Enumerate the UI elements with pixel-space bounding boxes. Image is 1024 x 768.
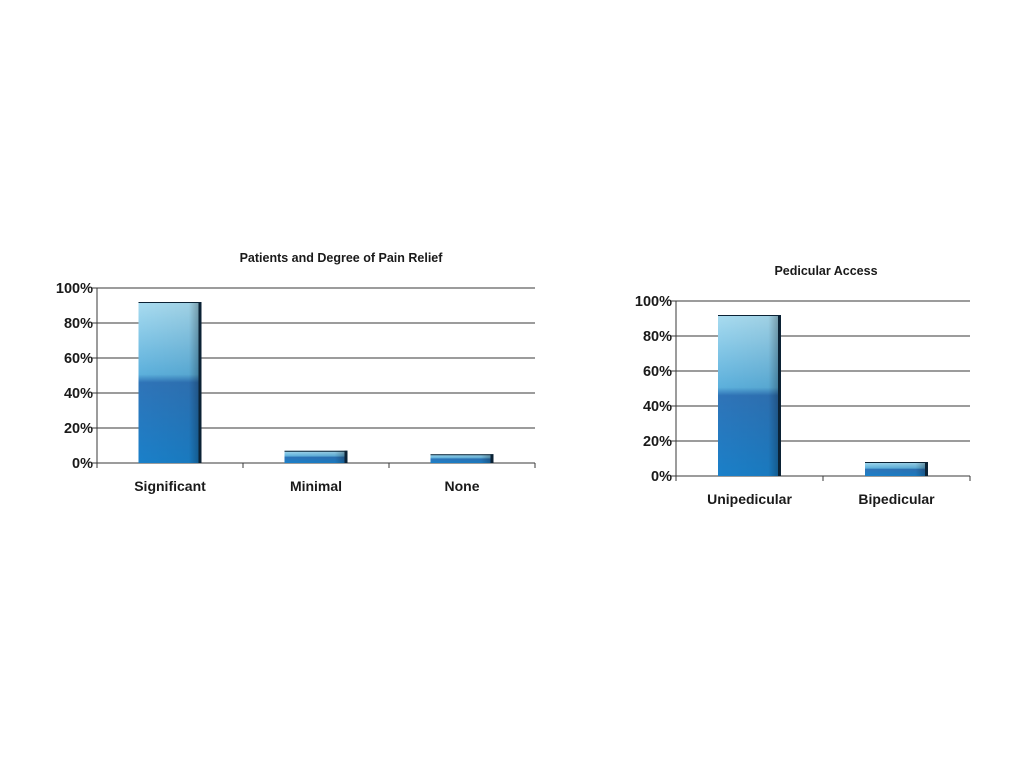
y-tick-label: 40% [64, 386, 93, 402]
chart-title: Patients and Degree of Pain Relief [240, 251, 444, 265]
category-label: Bipedicular [858, 491, 935, 507]
bar [865, 462, 928, 476]
pedicular-access-chart: Pedicular Access 0% 20% 40% 60% 80% 100% Uniped… [635, 264, 971, 507]
bar-shading [284, 450, 348, 463]
bar-edge [198, 302, 202, 463]
bar-shading [138, 302, 202, 463]
bar-edge [778, 315, 781, 476]
category-label: Significant [134, 478, 206, 494]
category-label: Minimal [290, 478, 342, 494]
bar-shading [718, 315, 781, 476]
y-tick-label: 0% [651, 469, 672, 485]
bar [284, 450, 348, 463]
category-label: None [445, 478, 480, 494]
y-tick-label: 80% [64, 316, 93, 332]
bar-shading [865, 462, 928, 476]
bar [138, 302, 202, 463]
y-tick-label: 100% [56, 281, 93, 297]
y-tick-label: 40% [643, 399, 672, 415]
y-tick-label: 60% [643, 364, 672, 380]
bar-edge [344, 450, 348, 463]
y-tick-label: 20% [643, 434, 672, 450]
bar-edge [490, 454, 494, 463]
y-tick-label: 60% [64, 351, 93, 367]
y-tick-label: 20% [64, 421, 93, 437]
chart-title: Pedicular Access [774, 264, 877, 278]
y-tick-label: 100% [635, 294, 672, 310]
bar-edge [925, 462, 928, 476]
bar [718, 315, 781, 476]
pain-relief-chart: Patients and Degree of Pain Relief 0% 20% 4… [56, 251, 536, 494]
bar [430, 454, 494, 463]
bar-shading [430, 454, 494, 463]
y-tick-label: 0% [72, 456, 93, 472]
category-label: Unipedicular [707, 491, 792, 507]
y-tick-label: 80% [643, 329, 672, 345]
